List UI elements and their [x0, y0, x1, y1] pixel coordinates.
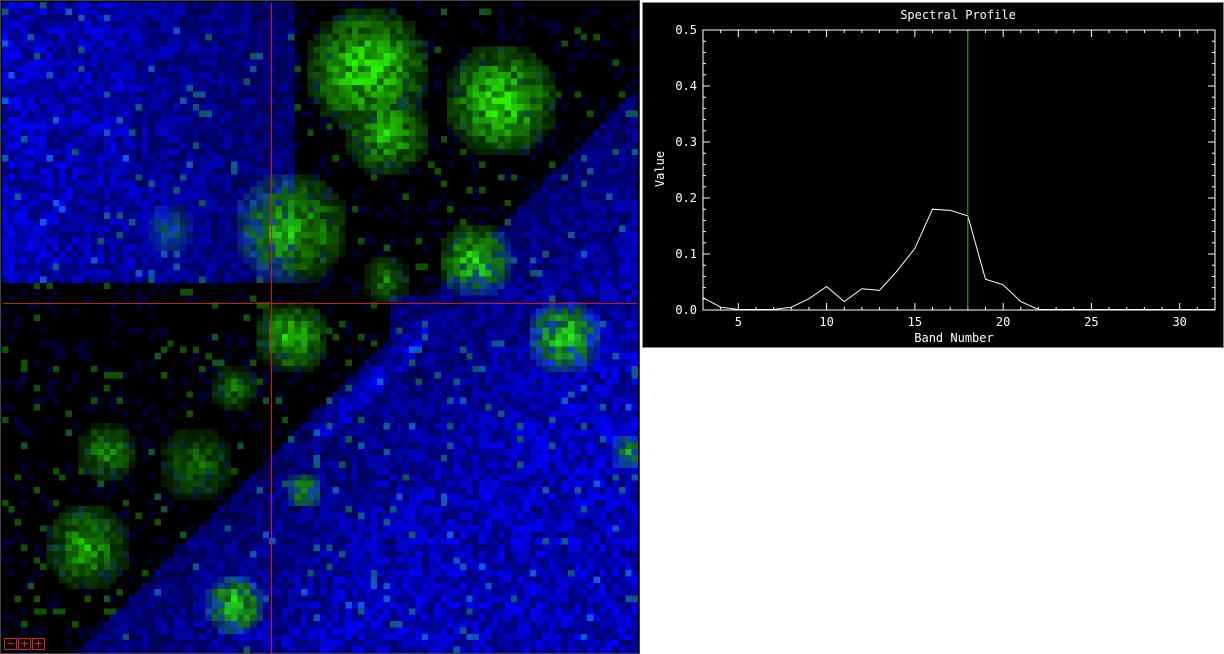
y-axis-label: Value — [653, 151, 667, 187]
y-tick-label: 0.0 — [675, 303, 697, 317]
image-view-window[interactable] — [0, 0, 640, 654]
y-tick-label: 0.2 — [675, 191, 697, 205]
x-tick-label: 25 — [1084, 315, 1098, 329]
zoom-in-icon[interactable] — [18, 638, 31, 650]
y-tick-label: 0.1 — [675, 247, 697, 261]
y-tick-label: 0.5 — [675, 23, 697, 37]
x-tick-label: 10 — [819, 315, 833, 329]
crosshair-horizontal-line[interactable] — [3, 303, 637, 304]
x-tick-label: 20 — [996, 315, 1010, 329]
plot-frame — [702, 29, 1216, 311]
x-tick-label: 15 — [908, 315, 922, 329]
spectral-profile-chart: Spectral Profile Band Number Value 5 10 15… — [653, 8, 1216, 345]
x-tick-label: 30 — [1172, 315, 1186, 329]
hyperspectral-image[interactable] — [2, 2, 638, 653]
zoom-controls — [4, 638, 45, 650]
axes-layer: 5 10 15 20 25 30 0.0 0.1 0.2 0.3 0.4 0.5 — [675, 23, 1216, 329]
crosshair-vertical-line[interactable] — [271, 3, 272, 653]
x-tick-label: 5 — [735, 315, 742, 329]
zoom-reset-icon[interactable] — [32, 638, 45, 650]
y-tick-label: 0.3 — [675, 135, 697, 149]
x-axis-label: Band Number — [914, 331, 993, 345]
chart-title: Spectral Profile — [900, 8, 1016, 22]
plot-layer — [702, 31, 1215, 310]
spectral-profile-line — [702, 208, 1215, 310]
y-tick-label: 0.4 — [675, 79, 697, 93]
zoom-out-icon[interactable] — [4, 638, 17, 650]
spectral-profile-window: Spectral Profile Band Number Value 5 10 15… — [642, 2, 1224, 348]
